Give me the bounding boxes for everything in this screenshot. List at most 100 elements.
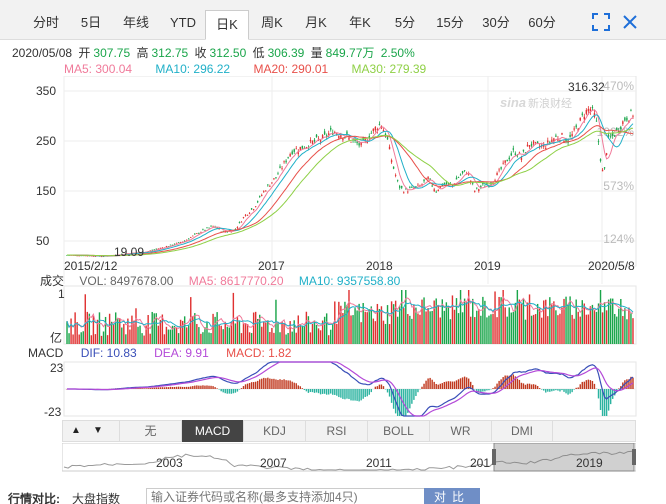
volume-bar bbox=[230, 322, 233, 344]
macd-bar bbox=[443, 381, 446, 389]
close-icon[interactable] bbox=[620, 12, 640, 32]
macd-bar bbox=[226, 389, 228, 394]
volume-bar bbox=[603, 302, 606, 344]
volume-bar bbox=[407, 314, 409, 344]
macd-bar bbox=[579, 384, 581, 389]
price-axis-labels: 350 250 150 50 bbox=[36, 84, 56, 248]
fullscreen-icon[interactable] bbox=[591, 12, 611, 32]
candle-body bbox=[536, 141, 539, 144]
candle-body bbox=[553, 138, 555, 142]
tab-monthly-k[interactable]: 月K bbox=[305, 15, 327, 30]
candle-body bbox=[630, 110, 632, 112]
volume-bar bbox=[488, 315, 490, 344]
macd-bar bbox=[334, 389, 336, 395]
candle-body bbox=[338, 135, 340, 139]
macd-bar bbox=[374, 386, 377, 389]
tab-5min[interactable]: 5分 bbox=[394, 15, 416, 30]
candle-body bbox=[281, 168, 283, 170]
tab-weekly-k[interactable]: 周K bbox=[261, 15, 283, 30]
macd-bar bbox=[616, 389, 618, 391]
candle-body bbox=[437, 189, 439, 191]
macd-bar bbox=[618, 388, 620, 389]
macd-bar bbox=[254, 381, 257, 389]
macd-bar bbox=[506, 375, 508, 389]
macd-bar bbox=[275, 379, 277, 389]
volume-bar bbox=[226, 326, 228, 344]
candle-body bbox=[153, 249, 155, 251]
candle-body bbox=[311, 140, 314, 144]
tab-30min[interactable]: 30分 bbox=[482, 15, 510, 30]
macd-bar bbox=[431, 379, 433, 389]
indicator-rsi[interactable]: RSI bbox=[305, 420, 367, 442]
volume-bar bbox=[92, 316, 95, 344]
navigator-left-handle[interactable] bbox=[492, 449, 496, 465]
candle-body bbox=[520, 157, 523, 160]
candle-body bbox=[589, 108, 592, 112]
volume-bar bbox=[319, 330, 322, 344]
indicator-boll[interactable]: BOLL bbox=[367, 420, 429, 442]
tab-15min[interactable]: 15分 bbox=[436, 15, 464, 30]
macd-bar bbox=[567, 389, 569, 395]
candle-body bbox=[620, 126, 622, 130]
macd-bar bbox=[313, 389, 316, 393]
macd-bar bbox=[547, 389, 549, 392]
candle-body bbox=[299, 146, 302, 150]
compare-button[interactable]: 对比 bbox=[424, 488, 480, 504]
indicator-kdj[interactable]: KDJ bbox=[243, 420, 305, 442]
volume-bar bbox=[445, 302, 448, 344]
volume-bar bbox=[401, 290, 403, 344]
candle-body bbox=[575, 125, 577, 128]
candle-body bbox=[289, 154, 291, 157]
indicator-wr[interactable]: WR bbox=[429, 420, 491, 442]
candle-body bbox=[252, 209, 255, 211]
volume-bar bbox=[330, 329, 332, 344]
volume-bar bbox=[534, 314, 537, 344]
candle-body bbox=[457, 177, 460, 179]
volume-title: 成交 bbox=[40, 274, 65, 288]
tab-yearline[interactable]: 年线 bbox=[122, 15, 149, 30]
volume-bar bbox=[459, 290, 462, 344]
volume-bar bbox=[508, 307, 510, 344]
volume-bar bbox=[216, 312, 218, 344]
tab-daily-k[interactable]: 日K bbox=[205, 10, 249, 40]
index-select[interactable]: 大盘指数 bbox=[72, 492, 121, 504]
macd-bar bbox=[467, 378, 470, 389]
tab-ytd[interactable]: YTD bbox=[170, 15, 196, 30]
indicator-none[interactable]: 无 bbox=[119, 420, 181, 442]
macd-bar bbox=[392, 389, 395, 409]
macd-bar bbox=[407, 389, 409, 413]
volume-bar bbox=[427, 308, 429, 344]
volume-bar bbox=[159, 319, 162, 344]
range-navigator[interactable]: 2003 2007 2011 201 2019 bbox=[62, 443, 636, 473]
macd-bar bbox=[614, 389, 616, 396]
scroll-up-button[interactable]: ▲ bbox=[71, 425, 81, 436]
volume-bar bbox=[392, 304, 395, 344]
tab-60min[interactable]: 60分 bbox=[528, 15, 556, 30]
macd-bar bbox=[469, 381, 472, 389]
volume-bar bbox=[185, 327, 188, 344]
candle-body bbox=[376, 129, 379, 131]
tab-yearly-k[interactable]: 年K bbox=[349, 15, 371, 30]
indicator-macd[interactable]: MACD bbox=[181, 420, 243, 442]
candle-body bbox=[435, 191, 437, 193]
macd-bar bbox=[441, 383, 444, 389]
macd-bar bbox=[188, 386, 190, 389]
security-code-input[interactable] bbox=[146, 488, 426, 504]
volume-grid bbox=[63, 285, 637, 345]
candle-body bbox=[330, 127, 332, 130]
scroll-down-button[interactable]: ▼ bbox=[93, 425, 103, 436]
macd-bar bbox=[508, 375, 510, 389]
macd-legend: MACD DIF: 10.83 DEA: 9.91 MACD: 1.82 bbox=[28, 346, 305, 360]
volume-bar bbox=[555, 310, 557, 344]
dif-line bbox=[67, 361, 634, 417]
candle-body bbox=[478, 189, 480, 192]
volume-bar bbox=[145, 325, 147, 344]
tab-5day[interactable]: 5日 bbox=[80, 15, 102, 30]
candle-body bbox=[500, 167, 502, 169]
navigator-selection[interactable] bbox=[493, 443, 635, 472]
macd-bar bbox=[528, 383, 531, 389]
navigator-right-handle[interactable] bbox=[632, 449, 636, 465]
tab-intraday[interactable]: 分时 bbox=[32, 15, 59, 30]
indicator-dmi[interactable]: DMI bbox=[491, 420, 553, 442]
